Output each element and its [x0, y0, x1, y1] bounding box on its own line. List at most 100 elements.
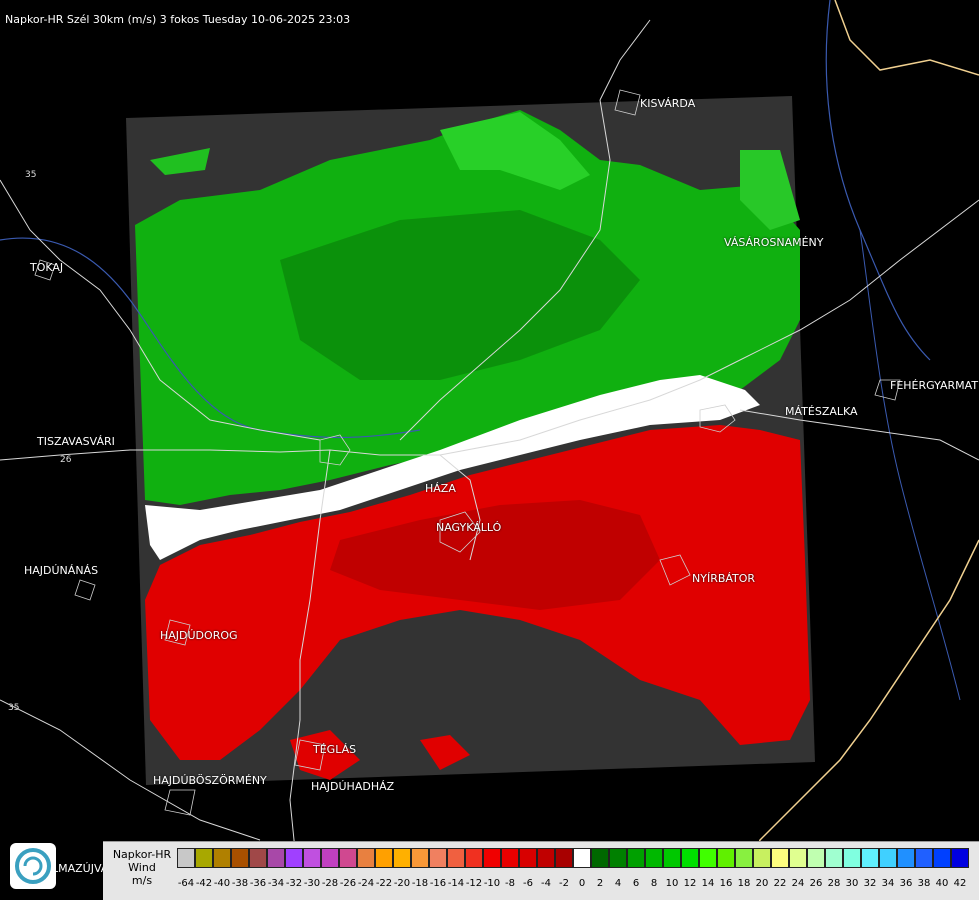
legend-tick-label: 12 [683, 878, 697, 889]
place-label-hajduhadhaz: HAJDÚHADHÁZ [311, 780, 395, 793]
legend-tick-label: 4 [614, 878, 622, 889]
legend-label: Napkor-HR Wind m/s [107, 848, 177, 887]
radar-echo-red-dark [330, 500, 660, 610]
town-outlines [34, 89, 901, 816]
legend-tick-label: -40 [213, 878, 231, 889]
legend-tick-label: -34 [267, 878, 285, 889]
legend-unit: m/s [131, 874, 153, 887]
legend-tick-label: -38 [231, 878, 249, 889]
legend-tick-label: -16 [429, 878, 447, 889]
legend-tick-label: -64 [177, 878, 195, 889]
legend-swatch [393, 848, 411, 868]
legend-tick-label: 42 [953, 878, 967, 889]
place-label-mateszalka: MÁTÉSZALKA [785, 405, 858, 418]
legend-tick-label: 28 [827, 878, 841, 889]
legend-swatch [735, 848, 753, 868]
legend-tick-label: -10 [483, 878, 501, 889]
legend-swatch [519, 848, 537, 868]
legend-tick-label: -30 [303, 878, 321, 889]
legend-tick-label: -42 [195, 878, 213, 889]
legend-swatch [771, 848, 789, 868]
legend-tick-label: -32 [285, 878, 303, 889]
place-label-teglas: TÉGLÁS [313, 743, 357, 756]
legend-swatch [303, 848, 321, 868]
legend-swatch [429, 848, 447, 868]
legend-swatch [411, 848, 429, 868]
place-label-hajduboszormeny: HAJDÚBÖSZÖRMÉNY [153, 774, 267, 787]
legend-swatch [627, 848, 645, 868]
legend-swatch [861, 848, 879, 868]
place-label-vasarosnameny: VÁSÁROSNAMÉNY [724, 236, 824, 249]
legend-tick-label: 40 [935, 878, 949, 889]
legend-quantity: Wind [128, 861, 156, 874]
legend-swatch [789, 848, 807, 868]
legend-swatch [915, 848, 933, 868]
legend-tick-label: 6 [632, 878, 640, 889]
legend-swatch [285, 848, 303, 868]
place-label-hajdunanas: HAJDÚNÁNÁS [24, 564, 99, 577]
legend-tick-label: -6 [523, 878, 533, 889]
legend-tick-label: 24 [791, 878, 805, 889]
legend-swatch [897, 848, 915, 868]
place-label-fehergyarmat: FEHÉRGYARMAT [890, 379, 979, 392]
road-number-label: 35 [8, 703, 20, 713]
place-label-nagykallo: NAGYKÁLLÓ [436, 521, 502, 534]
place-label-tiszavasvari: TISZAVASVÁRI [37, 435, 115, 448]
radar-echo-green-dark [280, 210, 640, 380]
legend-tick-label: 18 [737, 878, 751, 889]
legend-tick-label: -14 [447, 878, 465, 889]
legend-swatch [537, 848, 555, 868]
legend-swatch [681, 848, 699, 868]
country-border [739, 0, 979, 900]
legend-swatch [357, 848, 375, 868]
legend-swatch [231, 848, 249, 868]
legend-tick-label: -20 [393, 878, 411, 889]
legend-tick-label: -18 [411, 878, 429, 889]
legend-swatch [501, 848, 519, 868]
legend-swatch [807, 848, 825, 868]
legend-tick-label: 22 [773, 878, 787, 889]
map-title: Napkor-HR Szél 30km (m/s) 3 fokos Tuesda… [5, 13, 351, 26]
legend-tick-label: 32 [863, 878, 877, 889]
legend-tick-label: -24 [357, 878, 375, 889]
legend-swatch [213, 848, 231, 868]
legend-tick-label: 16 [719, 878, 733, 889]
legend-tick-label: 30 [845, 878, 859, 889]
legend-tick-label: 20 [755, 878, 769, 889]
legend-ticks: -64 -42 -40 -38 -36 -34 -32 -30 -28 -26 -24 -22 -20-… [177, 878, 969, 889]
road-number-label: 26 [60, 455, 72, 465]
legend-swatch [555, 848, 573, 868]
legend-tick-label: -2 [559, 878, 569, 889]
legend-swatch [195, 848, 213, 868]
legend-tick-label: -8 [505, 878, 515, 889]
legend-swatch [663, 848, 681, 868]
legend-swatch [753, 848, 771, 868]
road-number-label: 35 [25, 170, 37, 180]
legend-swatch [843, 848, 861, 868]
legend-swatches [177, 848, 969, 868]
legend-tick-label: 10 [665, 878, 679, 889]
legend-tick-label: 2 [596, 878, 604, 889]
logo-icon [10, 843, 56, 889]
legend-swatch [447, 848, 465, 868]
legend-tick-label: 36 [899, 878, 913, 889]
legend-swatch [591, 848, 609, 868]
place-label-haza: HÁZA [425, 482, 456, 495]
legend-swatch [825, 848, 843, 868]
legend-tick-label: 34 [881, 878, 895, 889]
legend-swatch [321, 848, 339, 868]
legend-swatch [573, 848, 591, 868]
legend-tick-label: 0 [578, 878, 586, 889]
place-label-nyirbator: NYÍRBÁTOR [692, 572, 756, 585]
legend-swatch [249, 848, 267, 868]
legend-tick-label: 14 [701, 878, 715, 889]
legend-tick-label: -26 [339, 878, 357, 889]
legend-swatch [483, 848, 501, 868]
legend-swatch [339, 848, 357, 868]
legend-tick-label: -36 [249, 878, 267, 889]
road-network [0, 19, 979, 900]
place-label-hajdudorog: HAJDÚDOROG [160, 629, 238, 642]
legend-swatch [645, 848, 663, 868]
legend-swatch [609, 848, 627, 868]
